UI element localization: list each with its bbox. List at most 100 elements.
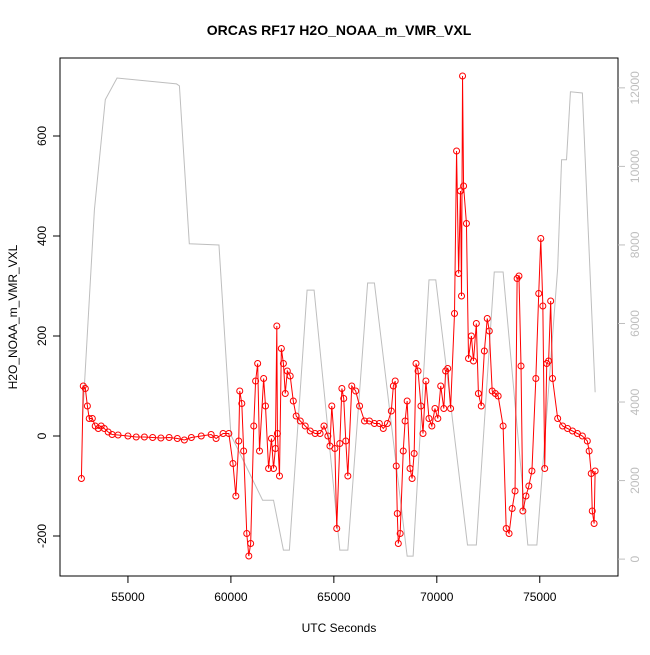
data-point: [361, 417, 369, 425]
x-tick-label: 70000: [420, 590, 454, 604]
y-axis-label: H2O_NOAA_m_VMR_VXL: [6, 244, 20, 389]
data-point: [472, 320, 480, 327]
data-point: [261, 402, 269, 410]
data-point: [458, 292, 466, 300]
data-point: [419, 430, 427, 437]
data-point: [187, 434, 195, 441]
data-point: [324, 432, 332, 440]
series-line: [81, 77, 596, 557]
data-point: [124, 432, 132, 440]
data-point: [528, 467, 536, 475]
data-point: [356, 402, 364, 410]
data-point: [270, 465, 278, 472]
x-tick-label: 60000: [214, 590, 248, 604]
data-point: [480, 347, 488, 355]
data-point: [393, 510, 401, 517]
data-point: [316, 430, 324, 437]
y2-tick-label: 8000: [628, 231, 642, 258]
data-point: [591, 467, 599, 475]
data-point: [273, 322, 281, 330]
data-point: [399, 447, 407, 455]
data-point: [320, 422, 328, 430]
data-point: [499, 422, 507, 430]
chart-title: ORCAS RF17 H2O_NOAA_m_VMR_VXL: [207, 22, 472, 38]
y-tick-label: 0: [35, 432, 49, 439]
data-point: [456, 187, 464, 195]
data-point: [455, 270, 463, 277]
plot-frame: [59, 57, 619, 577]
data-point: [547, 297, 555, 305]
data-point: [410, 450, 418, 457]
data-point: [77, 475, 85, 482]
data-point: [114, 431, 122, 439]
data-point: [505, 530, 513, 537]
data-point: [583, 437, 591, 445]
data-point: [444, 365, 452, 372]
data-point: [525, 482, 533, 490]
y-tick-label: 400: [35, 226, 49, 246]
data-point: [336, 440, 344, 447]
data-point: [391, 377, 399, 385]
y2-tick-label: 6000: [628, 310, 642, 337]
x-tick-label: 55000: [111, 590, 145, 604]
data-point: [81, 385, 89, 392]
data-point: [590, 520, 598, 527]
data-point: [412, 360, 420, 367]
data-point: [394, 540, 402, 547]
data-point: [535, 290, 543, 297]
y2-tick-label: 0: [628, 555, 642, 562]
data-point: [331, 445, 339, 452]
series-line: [80, 75, 596, 557]
data-point: [254, 360, 262, 367]
data-point: [265, 465, 273, 472]
data-point: [447, 405, 455, 412]
x-tick-label: 75000: [523, 590, 557, 604]
data-point: [434, 415, 442, 422]
data-point: [85, 415, 93, 422]
data-point: [406, 465, 414, 472]
data-point: [392, 462, 400, 470]
data-point: [511, 487, 519, 495]
data-point: [414, 367, 422, 375]
data-point: [537, 235, 545, 242]
data-point: [428, 422, 436, 430]
data-point: [83, 402, 91, 410]
data-point: [311, 430, 319, 437]
y2-tick-label: 12000: [628, 71, 642, 105]
data-point: [532, 375, 540, 382]
data-point: [247, 540, 255, 547]
y-tick-label: 600: [35, 126, 49, 146]
data-point: [197, 432, 205, 440]
data-point: [207, 431, 215, 438]
data-point: [342, 437, 350, 445]
data-point: [517, 362, 525, 370]
data-point: [157, 434, 165, 442]
data-point: [252, 377, 260, 385]
data-point: [352, 387, 360, 395]
data-point: [431, 405, 439, 412]
data-point: [250, 422, 258, 430]
data-point: [267, 435, 275, 442]
data-point: [348, 382, 356, 390]
data-point: [235, 437, 243, 445]
data-point: [437, 382, 445, 390]
data-point: [333, 525, 341, 532]
data-point: [328, 402, 336, 410]
data-point: [451, 310, 459, 317]
data-point: [588, 507, 596, 515]
data-point: [149, 434, 157, 441]
data-point: [240, 447, 248, 455]
data-point: [275, 472, 283, 480]
data-point: [180, 436, 188, 444]
data-point: [401, 417, 409, 425]
data-point: [425, 415, 433, 422]
data-point: [408, 475, 416, 482]
data-point: [243, 530, 251, 537]
y2-tick-label: 2000: [628, 467, 642, 494]
data-point: [474, 390, 482, 397]
data-point: [88, 415, 96, 422]
data-point: [387, 407, 395, 415]
data-point: [344, 472, 352, 480]
data-point: [260, 375, 268, 382]
data-point: [477, 402, 485, 410]
